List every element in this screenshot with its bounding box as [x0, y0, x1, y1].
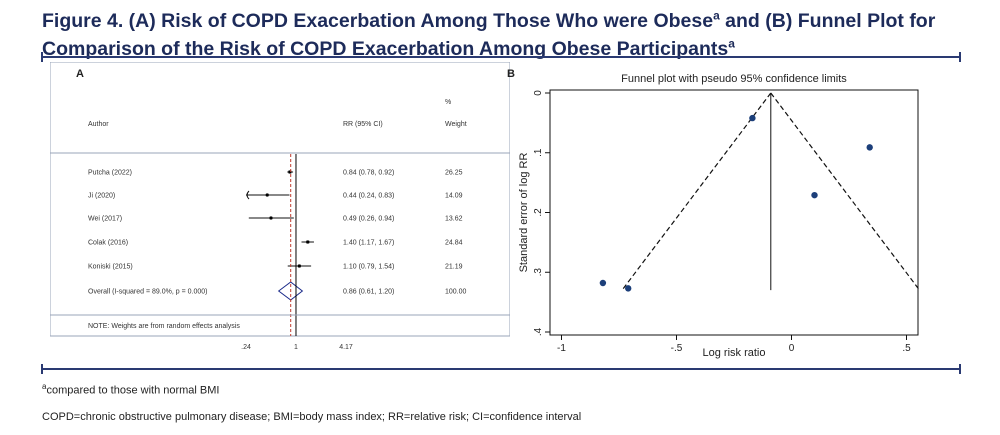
x-axis-label: Log risk ratio	[703, 347, 766, 359]
overall-label: Overall (I-squared = 89.0%, p = 0.000)	[88, 289, 207, 296]
funnel-plot-frame	[549, 89, 919, 336]
study-weight: 24.84	[445, 240, 463, 247]
overall-weight: 100.00	[445, 289, 467, 296]
study-point	[811, 191, 818, 199]
y-tick-label: .1	[533, 148, 544, 157]
footnote-abbreviations: COPD=chronic obstructive pulmonary disea…	[42, 411, 582, 423]
y-tick-label: 0	[533, 90, 544, 96]
study-point	[749, 114, 756, 122]
study-ci-arrow	[246, 190, 250, 200]
y-axis-label: Standard error of log RR	[518, 153, 530, 273]
title-line-2: Comparison of the Risk of COPD Exacerbat…	[42, 36, 735, 61]
bottom-rule	[41, 364, 961, 374]
study-point	[866, 144, 873, 151]
forest-note: NOTE: Weights are from random effects an…	[88, 323, 240, 330]
study-ci-text: 0.49 (0.26, 0.94)	[343, 216, 394, 223]
y-tick-label: .3	[533, 268, 544, 277]
study-point	[265, 193, 269, 197]
x-tick-label: .24	[241, 344, 251, 351]
study-point	[269, 216, 273, 220]
funnel-plot-panel-b: B Funnel plot with pseudo 95% confidence …	[507, 68, 921, 359]
study-label: Colak (2016)	[88, 240, 128, 247]
header-rr-ci: RR (95% CI)	[343, 121, 383, 128]
header-author: Author	[88, 121, 109, 128]
overall-ci-text: 0.86 (0.61, 1.20)	[343, 289, 394, 296]
study-ci-text: 0.44 (0.24, 0.83)	[343, 193, 394, 200]
y-tick-label: .2	[533, 208, 544, 217]
study-weight: 21.19	[445, 264, 463, 271]
study-label: Putcha (2022)	[88, 170, 132, 177]
x-tick-label: 4.17	[339, 344, 353, 351]
study-point	[599, 279, 607, 287]
y-tick-label: .4	[533, 327, 544, 336]
title-line-1: Figure 4. (A) Risk of COPD Exacerbation …	[42, 8, 936, 32]
footnote-a: acompared to those with normal BMI	[42, 382, 220, 397]
x-tick-label: .5	[902, 343, 911, 354]
study-point	[625, 285, 632, 292]
overall-diamond	[277, 281, 304, 301]
study-ci-text: 1.40 (1.17, 1.67)	[343, 240, 394, 247]
funnel-title: Funnel plot with pseudo 95% confidence l…	[621, 73, 847, 85]
study-ci-text: 1.10 (0.79, 1.54)	[343, 264, 394, 271]
funnel-left-limit	[621, 92, 772, 291]
figure-title: Figure 4. (A) Risk of COPD Exacerbation …	[42, 4, 972, 61]
x-tick-label: -.5	[671, 343, 683, 354]
x-tick-label: 0	[789, 343, 795, 354]
x-tick-label: 1	[294, 344, 298, 351]
study-weight: 26.25	[445, 170, 463, 177]
top-rule	[41, 52, 961, 62]
study-point	[297, 264, 301, 268]
study-weight: 13.62	[445, 216, 463, 223]
header-weight: Weight	[445, 121, 467, 128]
x-tick-label: -1	[557, 343, 566, 354]
panel-label-b: B	[507, 68, 515, 80]
panel-label-a: A	[76, 68, 84, 80]
funnel-right-limit	[770, 92, 921, 291]
study-label: Ji (2020)	[88, 193, 115, 200]
study-ci-text: 0.84 (0.78, 0.92)	[343, 170, 394, 177]
study-point	[306, 240, 310, 244]
study-weight: 14.09	[445, 193, 463, 200]
header-weight-percent: %	[445, 99, 451, 106]
study-label: Wei (2017)	[88, 216, 122, 223]
forest-plot-panel-a: A% Author RR (95% CI) Weight Putcha (2022) 0.…	[50, 62, 510, 351]
study-label: Koniski (2015)	[88, 264, 133, 271]
